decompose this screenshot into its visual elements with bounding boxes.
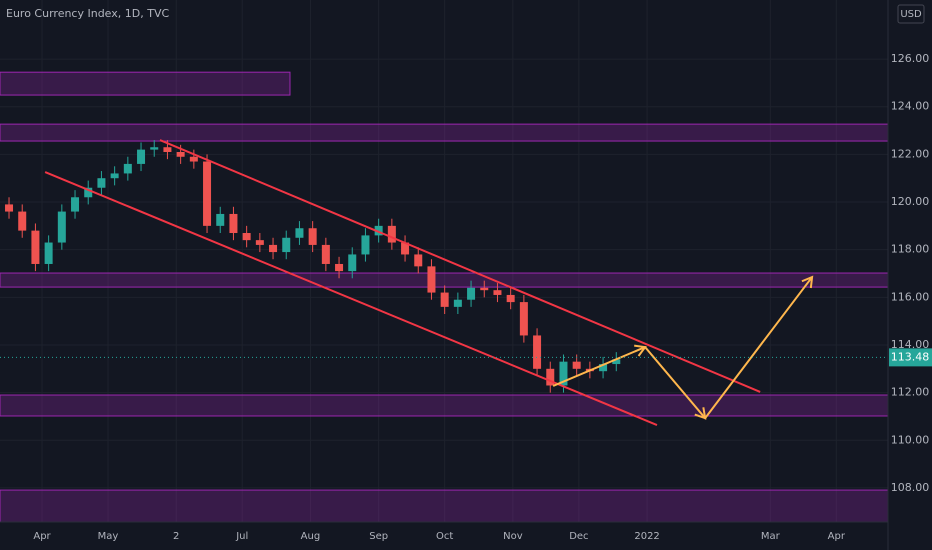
x-tick-label: Apr: [828, 531, 846, 542]
candle-body: [335, 263, 344, 272]
x-tick-label: Sep: [369, 531, 388, 542]
candle-body: [387, 225, 396, 243]
trend-line: [44, 171, 658, 426]
currency[interactable]: USD: [900, 9, 922, 20]
candle-body: [599, 364, 608, 372]
candle-body: [110, 173, 119, 179]
trend-line: [552, 276, 813, 420]
candle-body: [137, 149, 146, 164]
candle-body: [229, 213, 238, 234]
candle-body: [308, 228, 317, 245]
y-tick-label: 120.00: [891, 195, 930, 208]
candle-body: [348, 254, 357, 272]
currency-badge[interactable]: [897, 4, 925, 24]
chart-title: Euro Currency Index, 1D, TVC: [6, 7, 169, 20]
candle-body: [414, 254, 423, 267]
candle-body: [572, 361, 581, 369]
y-tick-label: 110.00: [891, 433, 930, 446]
candle-body: [84, 187, 93, 198]
arrow-head: [694, 407, 707, 420]
candle-body: [440, 292, 449, 307]
candle-body: [71, 197, 80, 212]
candle-body: [216, 213, 225, 226]
y-tick-label: 126.00: [891, 52, 930, 65]
y-tick-label: 122.00: [891, 147, 930, 160]
candle-body: [18, 211, 27, 231]
x-tick-label: Dec: [569, 531, 588, 542]
candle-body: [427, 266, 436, 293]
candle-body: [506, 294, 515, 303]
candle-body: [44, 242, 53, 264]
candle-body: [31, 230, 40, 264]
zone: [0, 272, 889, 288]
candle-body: [361, 235, 370, 255]
x-tick-label: 2022: [634, 531, 659, 542]
candle-body: [467, 287, 476, 300]
candle-body: [401, 242, 410, 255]
candle-body: [203, 161, 212, 226]
zone: [0, 394, 889, 417]
y-tick-label: 118.00: [891, 243, 930, 256]
y-tick-label: 108.00: [891, 481, 930, 494]
candle-body: [176, 152, 185, 157]
zone: [0, 71, 291, 96]
candle-body: [189, 156, 198, 162]
candle-body: [453, 299, 462, 307]
candle-body: [612, 359, 621, 365]
y-tick-label: 114.00: [891, 338, 930, 351]
candle-body: [150, 147, 159, 150]
candle-body: [480, 287, 489, 291]
candle-body: [559, 361, 568, 386]
trend-line: [159, 139, 761, 393]
arrow-head: [801, 275, 814, 289]
candle-body: [546, 368, 555, 386]
candle-body: [295, 228, 304, 238]
y-tick-label: 116.00: [891, 290, 930, 303]
candle-body: [163, 147, 172, 153]
candle-body: [97, 178, 106, 188]
candle-body: [321, 244, 330, 264]
x-tick-label: Aug: [301, 531, 321, 542]
x-tick-label: Mar: [761, 531, 781, 542]
arrow-head: [634, 344, 647, 357]
y-tick-label: 124.00: [891, 100, 930, 113]
x-tick-label: May: [98, 531, 119, 542]
x-tick-label: Oct: [436, 531, 453, 542]
candle-body: [533, 335, 542, 369]
x-tick-label: Apr: [33, 531, 51, 542]
candle-body: [57, 211, 66, 243]
last-price-tag: [889, 348, 932, 367]
candle-body: [519, 302, 528, 336]
candle-body: [242, 233, 251, 241]
candle-body: [282, 237, 291, 253]
candle-body: [5, 204, 14, 212]
candle-body: [374, 225, 383, 236]
zone: [0, 123, 889, 142]
candle-body: [255, 240, 264, 245]
x-tick-label: Nov: [503, 531, 523, 542]
zone: [0, 489, 889, 523]
candle-body: [123, 163, 132, 174]
x-tick-label: 2: [173, 531, 179, 542]
x-tick-label: Jul: [235, 531, 248, 542]
candle-body: [493, 290, 502, 295]
last-price-label: 113.48: [891, 350, 930, 363]
y-tick-label: 112.00: [891, 386, 930, 399]
candle-body: [269, 244, 278, 253]
